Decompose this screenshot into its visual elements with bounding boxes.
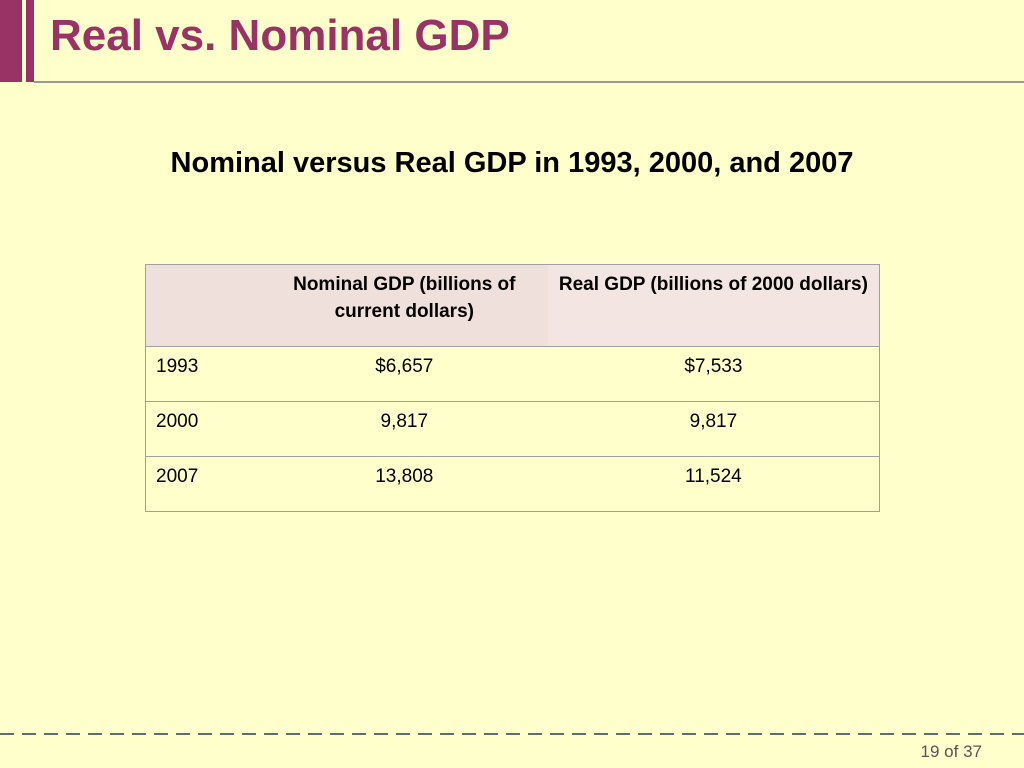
accent-bar-thin xyxy=(26,0,34,82)
table-heading: Nominal versus Real GDP in 1993, 2000, a… xyxy=(170,147,854,179)
nominal-gdp-cell: 9,817 xyxy=(260,401,548,457)
table-row: 2000 9,817 9,817 xyxy=(145,401,880,457)
real-gdp-cell: 9,817 xyxy=(547,401,880,457)
page-number: 19 of 37 xyxy=(920,742,982,761)
accent-bar-wide xyxy=(0,0,22,82)
footer-dashed-divider xyxy=(0,733,1024,735)
header-real-gdp: Real GDP (billions of 2000 dollars) xyxy=(547,264,880,347)
nominal-gdp-cell: $6,657 xyxy=(260,346,548,402)
year-cell: 2000 xyxy=(145,401,261,457)
slide-title: Real vs. Nominal GDP xyxy=(50,11,510,60)
real-gdp-cell: 11,524 xyxy=(547,456,880,512)
title-divider xyxy=(34,81,1024,83)
table-row: 1993 $6,657 $7,533 xyxy=(145,346,880,402)
year-cell: 1993 xyxy=(145,346,261,402)
gdp-table: Nominal GDP (billions of current dollars… xyxy=(145,264,880,512)
header-nominal-gdp: Nominal GDP (billions of current dollars… xyxy=(260,264,548,347)
nominal-gdp-cell: 13,808 xyxy=(260,456,548,512)
year-cell: 2007 xyxy=(145,456,261,512)
table-row: 2007 13,808 11,524 xyxy=(145,456,880,512)
table-header-row: Nominal GDP (billions of current dollars… xyxy=(145,264,880,347)
real-gdp-cell: $7,533 xyxy=(547,346,880,402)
header-year xyxy=(145,264,261,347)
title-accent-bars xyxy=(0,0,34,82)
